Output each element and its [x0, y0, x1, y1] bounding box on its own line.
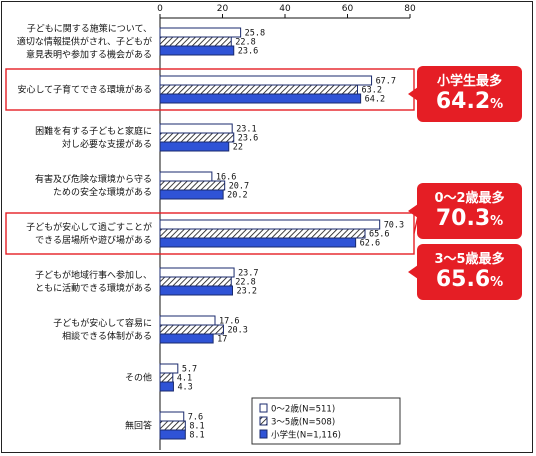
- value-label: 65.6: [369, 230, 389, 240]
- callout-title: 3～5歳最多: [434, 252, 505, 267]
- callout-value: 64.2%: [435, 89, 504, 114]
- value-label: 62.6: [360, 239, 380, 249]
- value-label: 17.6: [219, 317, 239, 327]
- bar: [159, 45, 235, 56]
- bar: [159, 363, 179, 374]
- value-label: 20.3: [227, 326, 247, 336]
- callout-value: 65.6%: [435, 267, 504, 292]
- value-label: 7.6: [188, 413, 203, 423]
- value-label: 22: [233, 143, 243, 153]
- bar: [159, 27, 242, 38]
- value-label: 64.2: [365, 95, 385, 105]
- legend-label: 3～5歳(N=508): [271, 417, 335, 428]
- category-label: 意見表明や参加する機会がある: [26, 49, 152, 61]
- bar: [159, 372, 174, 383]
- bar: [159, 333, 214, 344]
- bar: [159, 36, 232, 47]
- value-label: 5.7: [182, 365, 197, 375]
- bar: [159, 429, 186, 440]
- callout-age-0-2: 0～2歳最多 70.3%: [408, 183, 522, 239]
- category-label: その他: [125, 372, 152, 384]
- value-label: 67.7: [376, 77, 396, 87]
- bar: [159, 276, 232, 287]
- bar: [159, 237, 357, 248]
- x-tick-label: 0: [157, 4, 163, 14]
- category-label: 無回答: [125, 420, 152, 432]
- value-label: 4.1: [177, 374, 192, 384]
- bar: [159, 411, 185, 422]
- category-label: 有害及び危険な環境から守る: [35, 173, 152, 185]
- category-label: 対し必要な支援がある: [62, 138, 152, 150]
- value-label: 23.1: [236, 125, 256, 135]
- legend-swatch: [259, 403, 268, 413]
- value-label: 23.7: [238, 269, 258, 279]
- bar: [159, 75, 373, 86]
- callout-elementary: 小学生最多 64.2%: [408, 66, 522, 122]
- category-label: 相談できる体制がある: [62, 330, 152, 342]
- x-tick-label: 20: [217, 4, 229, 14]
- bar: [159, 141, 230, 152]
- bar: [159, 219, 381, 230]
- category-label: できる居場所や遊び場がある: [35, 234, 152, 246]
- value-label: 23.2: [237, 287, 257, 297]
- bar: [159, 84, 358, 95]
- bar: [159, 132, 235, 143]
- value-label: 4.3: [177, 383, 192, 393]
- value-label: 20.2: [227, 191, 247, 201]
- value-label: 8.1: [189, 422, 204, 432]
- value-label: 23.6: [238, 134, 258, 144]
- category-label: ともに活動できる環境がある: [35, 282, 152, 294]
- bar: [159, 189, 224, 200]
- value-label: 23.6: [238, 47, 258, 57]
- callout-title: 0～2歳最多: [434, 191, 505, 206]
- category-label: 子どもに関する施策について、: [27, 23, 152, 35]
- value-label: 8.1: [189, 431, 204, 441]
- callout-title: 小学生最多: [436, 74, 502, 89]
- category-label: 安心して子育てできる環境がある: [17, 84, 152, 96]
- value-label: 20.7: [229, 182, 249, 192]
- value-label: 17: [217, 335, 227, 345]
- callout-value: 70.3%: [435, 206, 504, 231]
- bar: [159, 420, 186, 431]
- category-label: 子どもが地域行事へ参加し、: [35, 269, 152, 281]
- legend-label: 小学生(N=1,116): [271, 430, 341, 441]
- legend-swatch: [259, 416, 268, 426]
- x-tick-label: 40: [279, 4, 291, 14]
- legend-swatch: [259, 429, 268, 439]
- bar: [159, 381, 174, 392]
- bar: [159, 285, 233, 296]
- callout-age-3-5: 3～5歳最多 65.6%: [408, 244, 522, 300]
- bar: [159, 315, 216, 326]
- value-label: 16.6: [216, 173, 236, 183]
- x-tick-label: 80: [404, 4, 416, 14]
- bar: [159, 324, 224, 335]
- value-label: 22.8: [235, 38, 255, 48]
- category-label: 適切な情報提供がされ、子どもが: [17, 36, 152, 48]
- bar: [159, 228, 366, 239]
- bar: [159, 267, 235, 278]
- legend-label: 0～2歳(N=511): [271, 404, 335, 415]
- bar: [159, 123, 233, 134]
- value-label: 63.2: [362, 86, 382, 96]
- value-label: 22.8: [235, 278, 255, 288]
- bar: [159, 93, 362, 104]
- category-label: 子どもが安心して過ごすことが: [26, 221, 152, 233]
- category-label: ための安全な環境がある: [53, 186, 152, 198]
- value-label: 25.8: [245, 29, 265, 39]
- category-label: 困難を有する子どもと家庭に: [35, 125, 152, 137]
- value-label: 70.3: [384, 221, 404, 231]
- x-tick-label: 60: [342, 4, 354, 14]
- category-label: 子どもが安心して容易に: [53, 317, 152, 329]
- legend-box: [251, 397, 401, 445]
- bar: [159, 171, 213, 182]
- legend: 0～2歳(N=511) 3～5歳(N=508) 小学生(N=1,116): [251, 397, 401, 445]
